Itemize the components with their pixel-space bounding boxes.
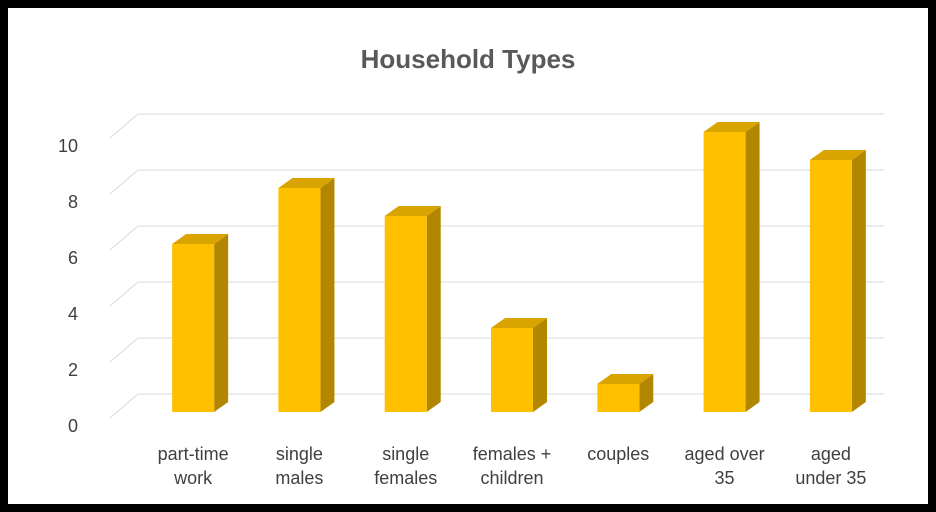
chart-frame: Household Types 0 2 4 6 8 10 part-time work sin… [8, 8, 928, 504]
bar [597, 374, 654, 412]
bar [703, 122, 760, 412]
bar-chart-plot: 0 2 4 6 8 10 part-time work single males single fe… [58, 113, 884, 488]
x-category-label-line: aged [811, 444, 851, 464]
gridlines [109, 113, 884, 419]
bar-top [597, 374, 654, 384]
bar-front [597, 384, 640, 412]
bar-front [384, 216, 427, 412]
bar [384, 206, 441, 412]
x-category-label-line: females + [473, 444, 552, 464]
x-category-label-line: 35 [715, 468, 735, 488]
y-tick-label: 8 [68, 192, 78, 212]
bar [278, 178, 335, 412]
bar-top [384, 206, 441, 216]
x-axis-category-labels: part-time work single males single females fem… [158, 444, 867, 488]
bar-top [809, 150, 866, 160]
chart-title: Household Types [360, 44, 576, 74]
y-axis-tick-labels: 0 2 4 6 8 10 [58, 136, 78, 436]
y-tick-label: 6 [68, 248, 78, 268]
x-category-label-line: work [173, 468, 213, 488]
bar-top [172, 234, 229, 244]
y-tick-label: 2 [68, 360, 78, 380]
x-category-label-line: single [276, 444, 323, 464]
y-tick-label: 0 [68, 416, 78, 436]
x-category-label: aged under 35 [795, 444, 866, 488]
gridline [109, 169, 884, 195]
x-category-label-line: single [382, 444, 429, 464]
bar-side [320, 178, 335, 412]
bar-side [426, 206, 441, 412]
bar-side [745, 122, 760, 412]
bar-side [533, 318, 547, 412]
bar-front [809, 160, 852, 412]
bar [809, 150, 866, 412]
bar [491, 318, 547, 412]
bar-side [639, 374, 654, 412]
x-category-label-line: couples [587, 444, 649, 464]
x-category-label: couples [587, 444, 649, 464]
gridline [109, 281, 884, 307]
bar-front [172, 244, 215, 412]
bar-side [214, 234, 229, 412]
x-category-label-line: part-time [158, 444, 229, 464]
gridline [109, 225, 884, 251]
y-tick-label: 10 [58, 136, 78, 156]
x-category-label-line: females [374, 468, 437, 488]
x-category-label: females + children [473, 444, 552, 488]
bar [172, 234, 229, 412]
y-tick-label: 4 [68, 304, 78, 324]
x-category-label-line: children [480, 468, 543, 488]
bar-top [703, 122, 760, 132]
x-category-label: aged over 35 [685, 444, 765, 488]
x-category-label: single females [374, 444, 437, 488]
bar-front [703, 132, 746, 412]
x-category-label-line: aged over [685, 444, 765, 464]
x-category-label: part-time work [158, 444, 229, 488]
x-category-label: single males [275, 444, 323, 488]
gridline [109, 113, 884, 139]
bar-side [851, 150, 866, 412]
bars [172, 122, 866, 412]
bar-top [278, 178, 335, 188]
bar-front [491, 328, 533, 412]
x-category-label-line: under 35 [795, 468, 866, 488]
bar-front [278, 188, 321, 412]
bar-top [491, 318, 547, 328]
x-category-label-line: males [275, 468, 323, 488]
gridline [109, 337, 884, 363]
